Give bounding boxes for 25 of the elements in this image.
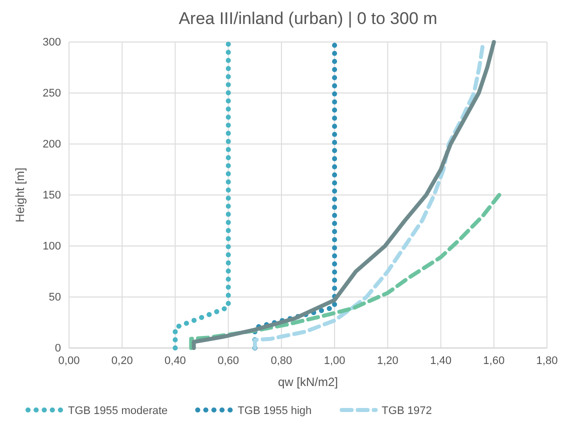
x-tick-label: 0,00: [58, 354, 80, 367]
line-series: [189, 193, 502, 350]
y-tick-label: 300: [42, 36, 61, 49]
y-axis-title: Height [m]: [13, 168, 27, 222]
x-axis-title: qw [kN/m2]: [278, 375, 338, 389]
x-tick-label: 0,80: [270, 354, 292, 367]
y-tick-label: 100: [42, 240, 61, 253]
x-tick-label: 1,60: [483, 354, 505, 367]
y-tick-label: 250: [42, 88, 61, 100]
x-tick-label: 1,40: [430, 354, 452, 367]
legend-label: TGB 1972: [382, 405, 432, 417]
line-series: [192, 40, 496, 350]
legend-label: TGB 1955 moderate: [68, 405, 168, 417]
x-tick-label: 1,80: [536, 354, 558, 367]
chart-title: Area III/inland (urban) | 0 to 300 m: [178, 9, 438, 28]
x-tick-label: 1,20: [376, 354, 398, 367]
legend-label: TGB 1955 high: [238, 405, 312, 417]
x-tick-label: 0,20: [111, 354, 133, 367]
x-tick-label: 0,40: [164, 354, 186, 367]
y-tick-label: 150: [42, 190, 61, 202]
y-tick-label: 50: [48, 292, 61, 304]
x-tick-label: 1,00: [324, 354, 346, 367]
y-tick-label: 0: [54, 342, 61, 355]
y-tick-label: 200: [42, 138, 61, 151]
x-tick-label: 0,60: [218, 354, 240, 367]
